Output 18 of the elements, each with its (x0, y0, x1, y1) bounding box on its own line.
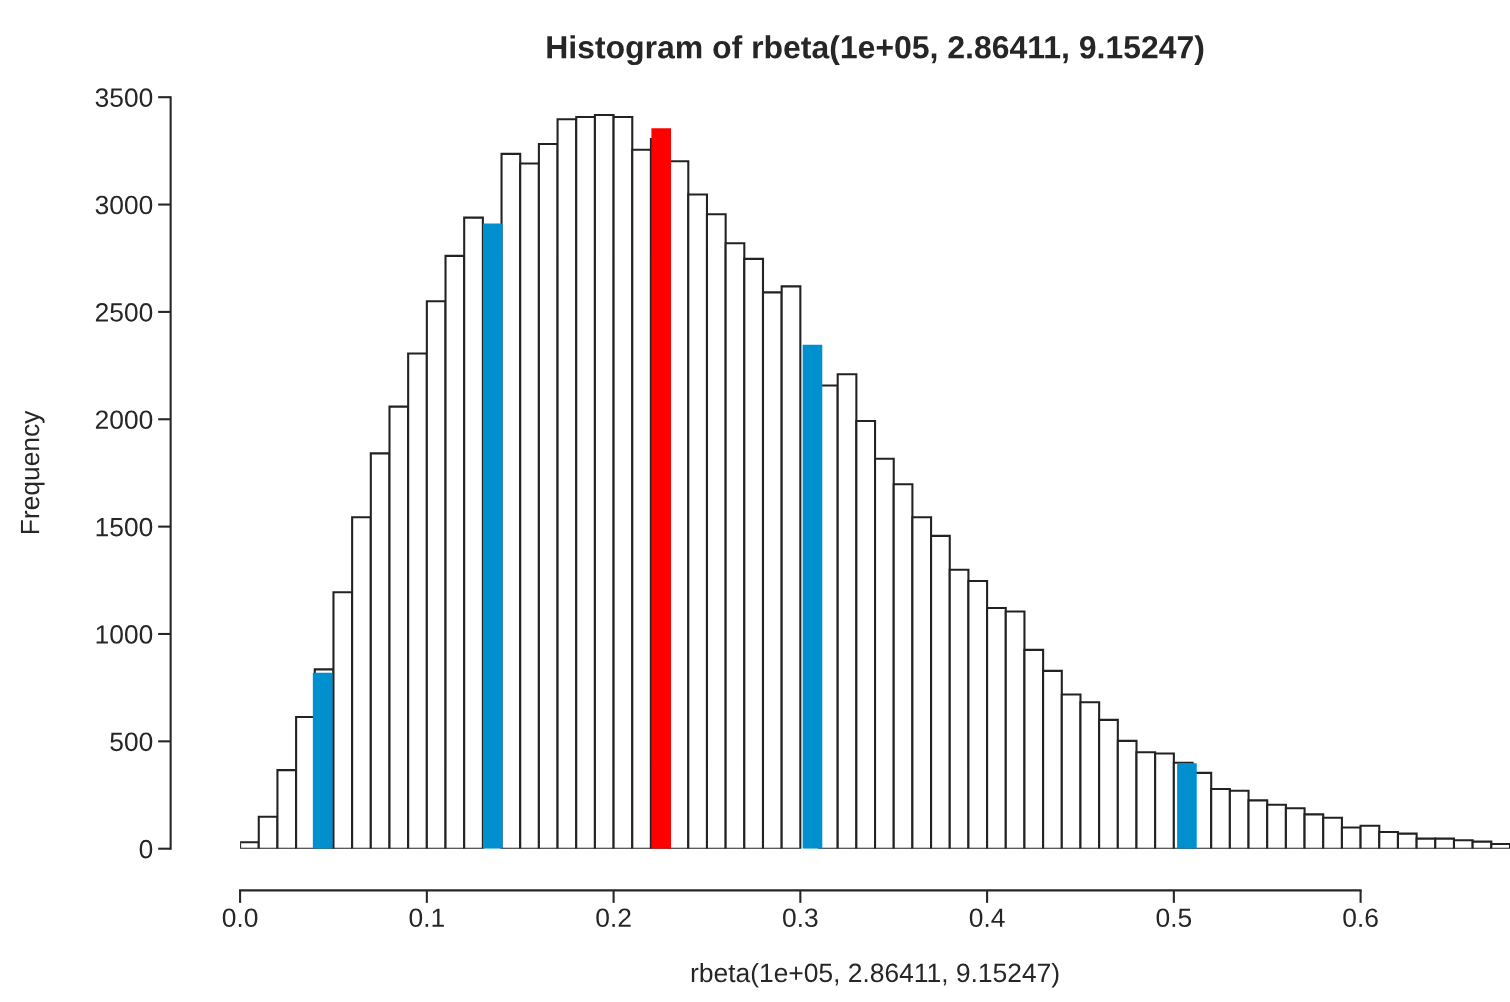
y-tick-label: 1000 (96, 625, 153, 644)
chart-title: Histogram of rbeta(1e+05, 2.86411, 9.15247) (547, 35, 1204, 66)
x-tick-label: 0.0 (222, 908, 258, 928)
x-tick-label: 0.4 (969, 908, 1005, 928)
x-tick-label: 0.3 (783, 908, 818, 928)
y-axis-title: Frequency (20, 410, 45, 534)
x-tick-label: 0.2 (596, 908, 631, 928)
y-tick-label: 3500 (95, 88, 153, 108)
y-tick-label: 3000 (95, 195, 153, 215)
y-tick-label: 2000 (95, 410, 153, 430)
y-tick-label: 1500 (96, 517, 153, 537)
x-tick-label: 0.6 (1343, 908, 1378, 928)
x-tick-label: 0.5 (1156, 908, 1192, 928)
x-axis-title: rbeta(1e+05, 2.86411, 9.15247) (691, 962, 1059, 988)
x-tick-label: 0.1 (409, 908, 444, 928)
y-tick-label: 500 (110, 732, 153, 752)
y-tick-label: 0 (139, 839, 153, 859)
y-tick-label: 2500 (95, 303, 153, 322)
